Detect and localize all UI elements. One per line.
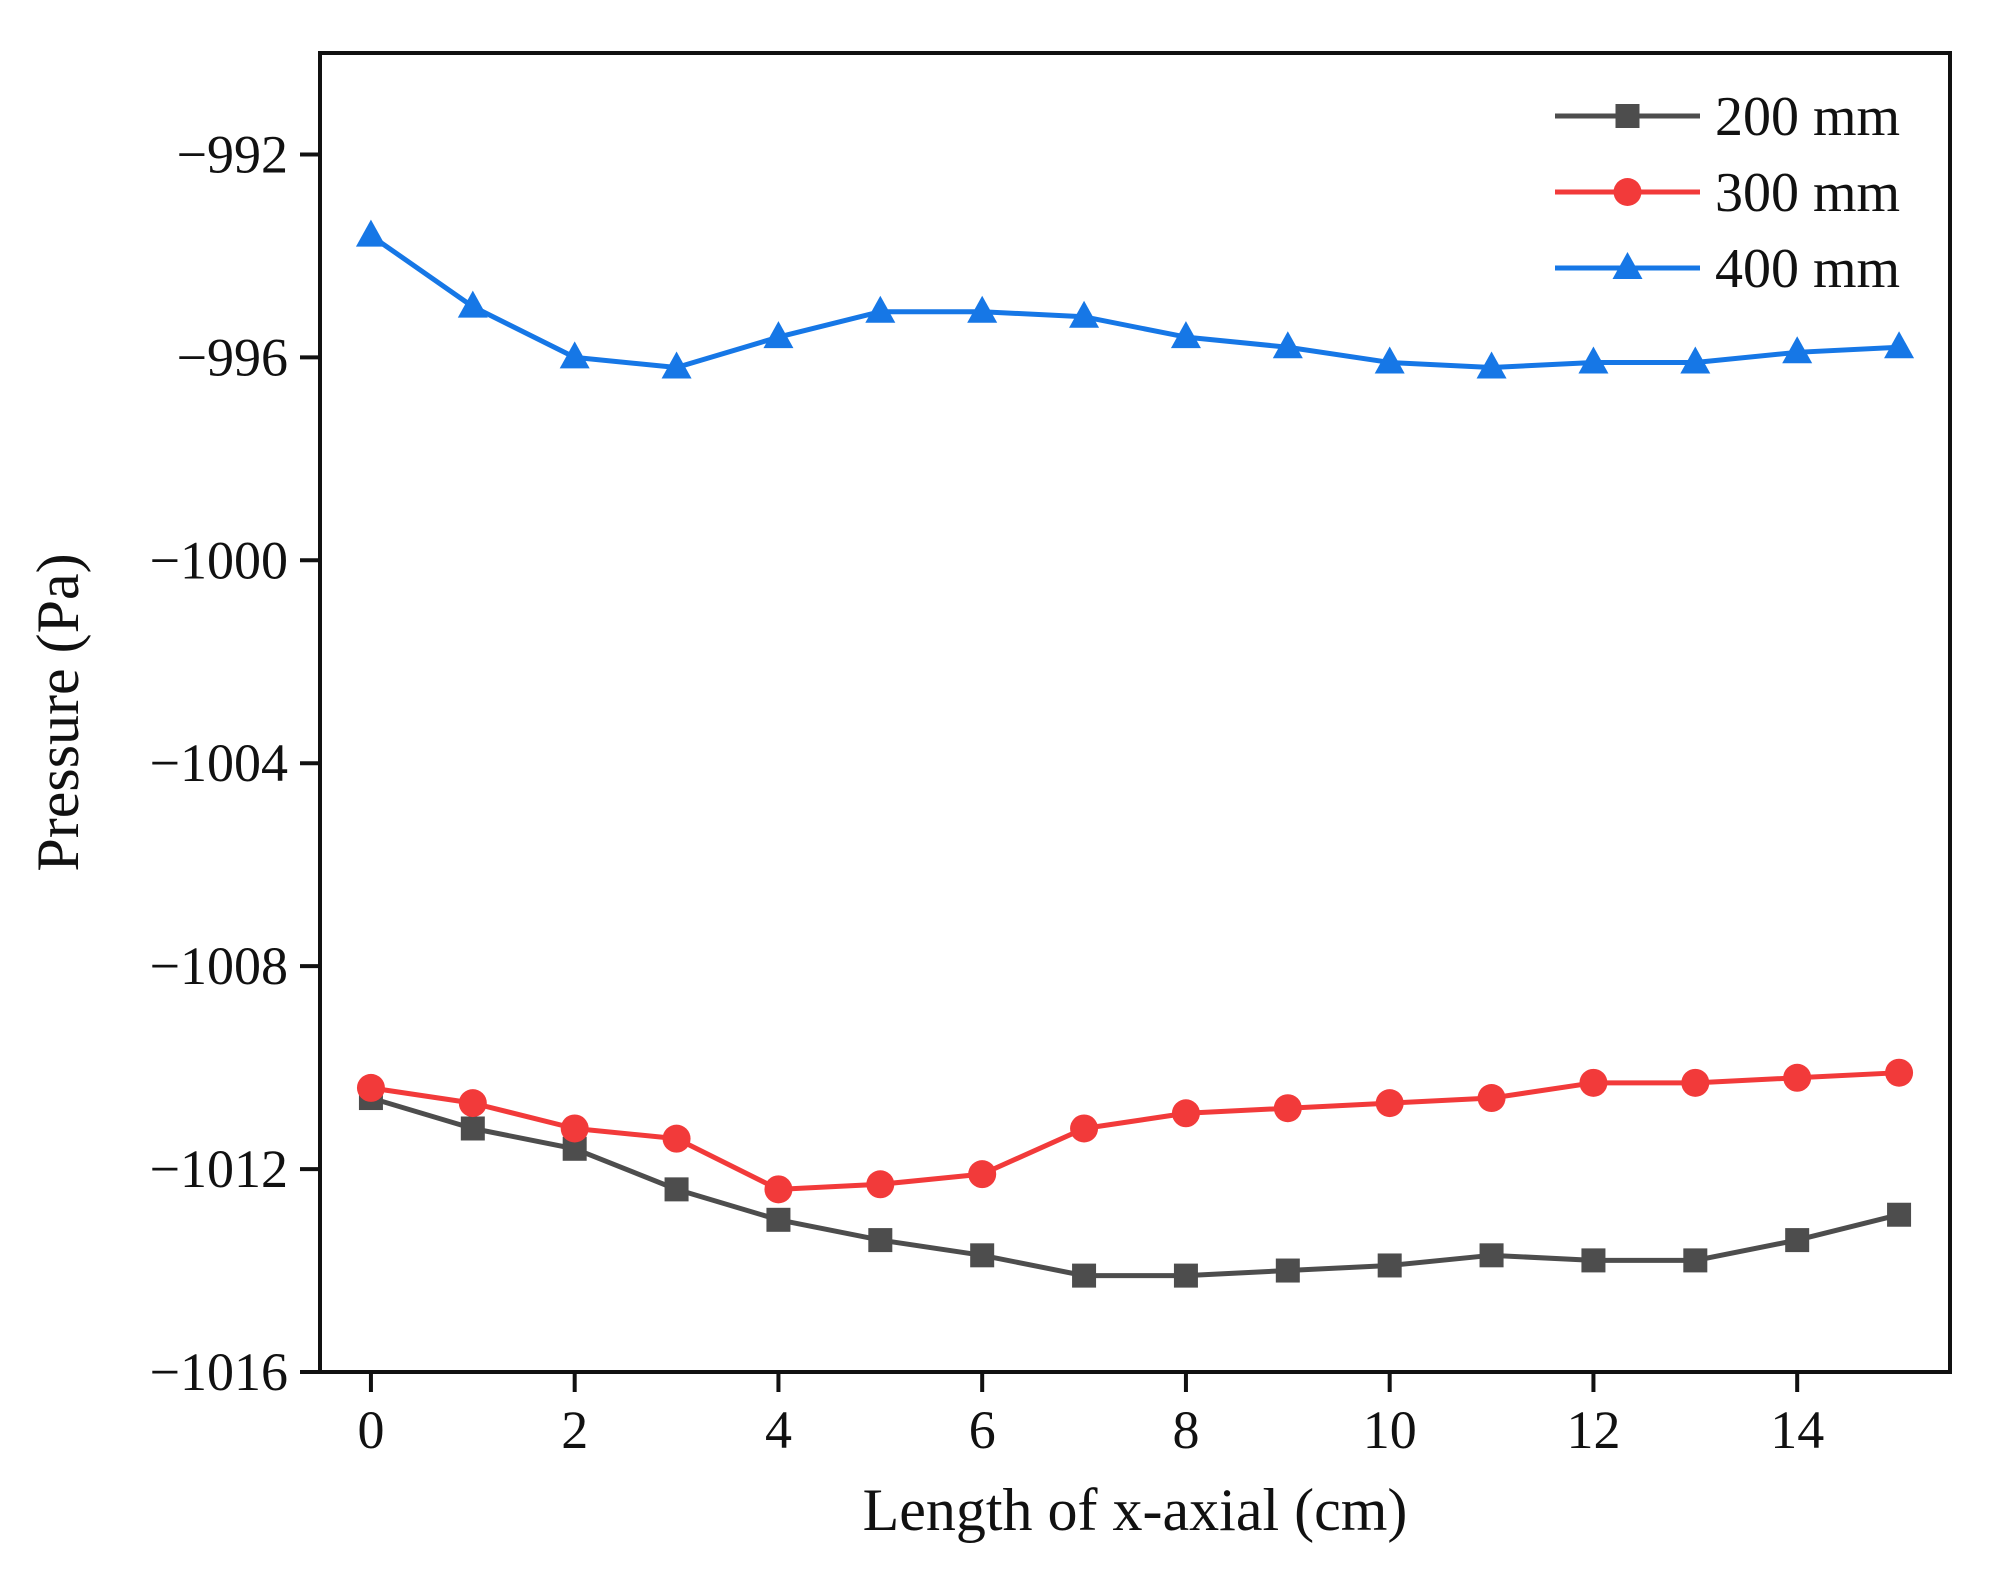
data-point [1884, 331, 1915, 359]
data-point [356, 1073, 385, 1102]
series-line [370, 1095, 1900, 1279]
data-point [1273, 1094, 1302, 1123]
y-tick-label: −1012 [150, 1139, 288, 1199]
x-axis: 0 2 4 6 8 10 12 14 [357, 1372, 1824, 1460]
y-tick-label: −1016 [150, 1342, 288, 1402]
data-point [1377, 1253, 1402, 1278]
y-tick-label: −1004 [150, 733, 288, 793]
data-point [1479, 1243, 1504, 1268]
data-point [1683, 1248, 1708, 1273]
data-point [1680, 346, 1711, 374]
data-point [967, 295, 998, 323]
data-point [1579, 1068, 1608, 1097]
data-point [1272, 331, 1303, 359]
data-point [1885, 1058, 1914, 1087]
legend-item: 400 mm [1555, 238, 1900, 300]
x-tick-label: 8 [1172, 1400, 1199, 1460]
data-point [457, 290, 488, 318]
legend-marker [1612, 252, 1643, 279]
series-line [369, 233, 1900, 371]
x-tick-label: 0 [357, 1400, 384, 1460]
data-point [1581, 1248, 1606, 1273]
data-point [866, 1170, 895, 1199]
series-layer [355, 219, 1915, 1288]
legend-item: 200 mm [1555, 86, 1900, 148]
legend-label: 200 mm [1715, 86, 1900, 148]
series-1 [356, 1058, 1914, 1204]
y-tick-label: −996 [177, 327, 288, 387]
legend-label: 400 mm [1715, 238, 1900, 300]
y-tick-label: −1000 [150, 530, 288, 590]
data-point [1070, 1114, 1099, 1143]
legend-label: 300 mm [1715, 162, 1900, 224]
data-point [559, 341, 590, 369]
data-point [1072, 1263, 1097, 1288]
data-point [664, 1177, 689, 1202]
data-point [1375, 1089, 1404, 1118]
data-point [766, 1207, 791, 1232]
x-tick-label: 6 [969, 1400, 996, 1460]
data-point [1477, 1084, 1506, 1113]
y-axis: −992 −996 −1000 −1004 −1008 −1012 −1016 [150, 124, 320, 1402]
data-point [661, 351, 692, 379]
data-point [1374, 346, 1405, 374]
data-point [355, 219, 386, 247]
series-2 [355, 219, 1915, 379]
data-point [1681, 1068, 1710, 1097]
data-point [1782, 336, 1813, 364]
data-point [1783, 1063, 1812, 1092]
y-tick-label: −992 [177, 124, 288, 184]
legend-marker [1615, 104, 1640, 128]
legend-item: 300 mm [1555, 162, 1900, 224]
data-point [1069, 300, 1100, 328]
y-tick-label: −1008 [150, 936, 288, 996]
data-point [1887, 1202, 1912, 1227]
data-point [865, 295, 896, 323]
legend: 200 mm 300 mm 400 mm [1555, 86, 1900, 300]
data-point [1275, 1258, 1300, 1283]
x-tick-label: 14 [1770, 1400, 1824, 1460]
data-point [662, 1124, 691, 1153]
legend-marker [1613, 178, 1642, 206]
data-point [1173, 1263, 1198, 1288]
data-point [458, 1089, 487, 1118]
data-point [764, 1175, 793, 1204]
data-point [560, 1114, 589, 1143]
series-line [370, 1070, 1900, 1192]
data-point [968, 1160, 997, 1189]
y-axis-title: Pressure (Pa) [25, 553, 91, 871]
x-tick-label: 2 [561, 1400, 588, 1460]
data-point [970, 1243, 995, 1268]
x-tick-label: 4 [765, 1400, 792, 1460]
data-point [1578, 346, 1609, 374]
plot-frame [318, 51, 1952, 1374]
data-point [1785, 1228, 1810, 1253]
x-tick-label: 10 [1363, 1400, 1417, 1460]
data-point [1476, 351, 1507, 379]
data-point [1171, 1099, 1200, 1128]
data-point [1170, 321, 1201, 349]
data-point [868, 1228, 893, 1253]
data-point [460, 1116, 485, 1141]
data-point [763, 321, 794, 349]
x-axis-title: Length of x-axial (cm) [863, 1477, 1408, 1543]
series-0 [358, 1086, 1912, 1288]
x-tick-label: 12 [1566, 1400, 1620, 1460]
